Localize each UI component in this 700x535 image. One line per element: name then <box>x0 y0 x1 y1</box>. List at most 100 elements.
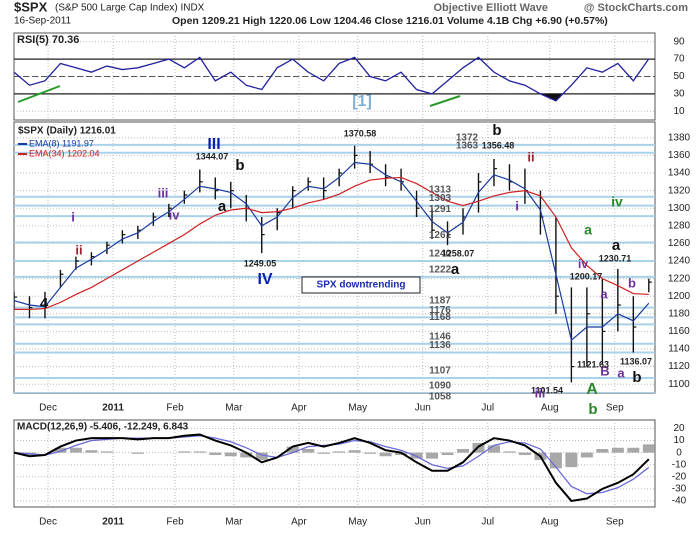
histogram-bar <box>457 449 470 453</box>
annotation: 1258.07 <box>442 248 475 258</box>
histogram-bar <box>255 452 268 460</box>
macd-panel <box>13 419 656 508</box>
annotation: 1136.07 <box>620 356 652 366</box>
panel-layer <box>14 433 655 503</box>
annotation: a <box>600 286 608 301</box>
annotation: 1101.54 <box>531 385 563 395</box>
level-label: 1090 <box>429 381 452 392</box>
histogram-bar <box>209 452 222 456</box>
x-tick-label: May <box>348 403 367 414</box>
histogram-bar <box>54 447 67 453</box>
histogram-bar <box>426 452 439 459</box>
histogram-bar <box>85 450 98 453</box>
level-label: 1313 <box>429 184 452 195</box>
histogram-bar <box>240 452 253 458</box>
level-label: 1176 <box>429 305 451 316</box>
histogram-bar <box>487 445 500 453</box>
annotation: [1] <box>352 93 372 110</box>
macd-line <box>14 433 650 503</box>
annotation-box <box>301 276 421 294</box>
histogram-bar <box>131 452 144 454</box>
histogram-bar <box>100 451 113 453</box>
y-tick-label: 1180 <box>668 308 690 319</box>
level-label: 1363 <box>456 140 479 151</box>
y-tick-label: 30 <box>673 89 685 100</box>
y-tick-label: 1300 <box>668 203 691 214</box>
y-tick-label: -40 <box>672 496 687 507</box>
histogram-bar <box>333 451 346 453</box>
histogram-bar <box>178 451 191 453</box>
level-label: 1303 <box>429 193 452 204</box>
histogram-bar <box>503 451 516 453</box>
x-tick-label: 2011 <box>102 403 124 414</box>
annotation: 1200.17 <box>570 271 603 281</box>
annotation: IV <box>257 271 272 288</box>
level-label: 1291 <box>429 204 452 215</box>
annotation: a <box>584 222 592 238</box>
date: 16-Sep-2011 <box>14 16 72 27</box>
level-label: 1107 <box>429 366 451 377</box>
annotation: 1344.07 <box>196 151 229 161</box>
y-tick-label: -30 <box>672 484 687 495</box>
annotation: iii <box>158 185 169 200</box>
annotation: SPX downtrending <box>317 280 406 291</box>
level-label: 1372 <box>456 133 479 144</box>
annotation: a <box>451 261 460 278</box>
annotation: a <box>218 198 227 215</box>
annotation: b <box>588 401 597 418</box>
y-tick-label: 1160 <box>668 326 690 337</box>
level-label: 1261 <box>429 230 452 241</box>
y-tick-label: 1280 <box>668 220 691 231</box>
annotation: a <box>617 365 625 380</box>
annotation: iv <box>578 257 588 271</box>
annotation: 1230.71 <box>599 253 632 263</box>
x-tick-label: May <box>348 517 367 528</box>
histogram-bar <box>565 452 578 468</box>
annotation: iv <box>611 194 623 210</box>
annotation: III <box>207 136 220 153</box>
x-tick-label: Jun <box>415 517 431 528</box>
annotation: iv <box>169 207 181 222</box>
y-tick-label: 1320 <box>668 185 691 196</box>
histogram-bar <box>193 451 206 453</box>
y-tick-label: 1140 <box>668 344 690 355</box>
panel-layer <box>14 56 655 102</box>
level-label: 1240 <box>429 249 452 260</box>
histogram-bar <box>348 450 361 453</box>
x-tick-label: Apr <box>291 403 307 414</box>
ema-line <box>14 161 650 342</box>
annotation: 1370.58 <box>344 128 377 138</box>
y-tick-label: 10 <box>673 435 685 446</box>
histogram-bar <box>302 449 315 453</box>
x-tick-label: Aug <box>541 403 559 414</box>
y-tick-label: -20 <box>672 471 687 482</box>
symbol-name: (S&P 500 Large Cap Index) INDX <box>55 3 205 14</box>
y-tick-label: 70 <box>673 54 685 65</box>
level-label: 1136 <box>429 340 451 351</box>
chart-title: Objective Elliott Wave <box>433 2 548 14</box>
annotation: i <box>515 198 519 213</box>
x-tick-label: Apr <box>291 517 307 528</box>
price-panel <box>13 121 656 394</box>
histogram-bar <box>364 452 377 454</box>
x-tick-label: Dec <box>39 403 57 414</box>
x-tick-label: Jun <box>415 403 431 414</box>
histogram-bar <box>441 452 454 456</box>
y-tick-label: 90 <box>673 36 685 47</box>
rsi-title: RSI(5) 70.36 <box>17 34 79 46</box>
annotation: 4 <box>40 295 49 312</box>
x-tick-label: 2011 <box>102 517 124 528</box>
histogram-bar <box>580 452 593 458</box>
x-tick-label: Jul <box>481 517 494 528</box>
legend-label: EMA(8) 1191.97 <box>29 138 94 148</box>
legend-label: EMA(34) 1202.04 <box>29 148 100 158</box>
annotation: b <box>628 275 636 290</box>
annotation: a <box>612 237 621 254</box>
y-tick-label: 50 <box>673 71 685 82</box>
y-tick-label: 1240 <box>668 256 691 267</box>
histogram-bar <box>395 452 408 456</box>
y-tick-label: 1340 <box>668 168 691 179</box>
annotation: iii <box>535 385 546 400</box>
annotation: b <box>492 122 501 139</box>
